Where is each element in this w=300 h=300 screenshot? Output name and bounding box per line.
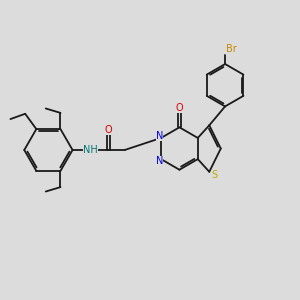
Text: N: N <box>156 156 163 166</box>
Text: Br: Br <box>226 44 237 54</box>
Text: O: O <box>105 125 112 135</box>
Text: NH: NH <box>83 145 98 155</box>
Text: O: O <box>176 103 183 113</box>
Text: N: N <box>156 131 163 142</box>
Text: S: S <box>211 170 218 180</box>
